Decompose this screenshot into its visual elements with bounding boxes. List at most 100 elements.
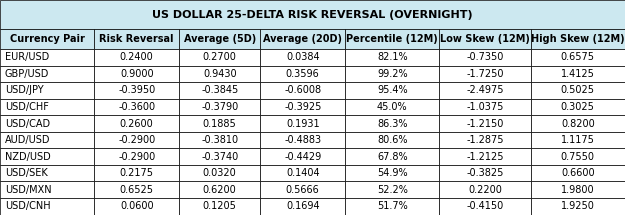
Text: 0.1404: 0.1404: [286, 168, 319, 178]
Bar: [0, 115, 94, 132]
Bar: [94, 165, 179, 181]
Bar: [261, 49, 345, 66]
Text: USD/MXN: USD/MXN: [5, 185, 51, 195]
Text: Low Skew (12M): Low Skew (12M): [440, 34, 530, 44]
Bar: [531, 115, 625, 132]
Bar: [531, 198, 625, 215]
Text: 1.1175: 1.1175: [561, 135, 595, 145]
Text: Average (20D): Average (20D): [263, 34, 343, 44]
Text: 0.2200: 0.2200: [468, 185, 502, 195]
Bar: [94, 99, 179, 115]
Bar: [439, 66, 531, 82]
Text: EUR/USD: EUR/USD: [5, 52, 49, 62]
Text: 0.6525: 0.6525: [120, 185, 154, 195]
Text: -0.3810: -0.3810: [201, 135, 238, 145]
Bar: [261, 165, 345, 181]
Bar: [531, 29, 625, 49]
Text: 0.6200: 0.6200: [203, 185, 237, 195]
Text: -1.2125: -1.2125: [466, 152, 504, 162]
Bar: [179, 181, 261, 198]
Bar: [179, 198, 261, 215]
Bar: [261, 115, 345, 132]
Text: -1.2150: -1.2150: [466, 118, 504, 129]
Text: 0.9000: 0.9000: [120, 69, 154, 79]
Bar: [94, 66, 179, 82]
Bar: [179, 29, 261, 49]
Text: -0.3790: -0.3790: [201, 102, 238, 112]
Text: 0.2175: 0.2175: [120, 168, 154, 178]
Text: Risk Reversal: Risk Reversal: [99, 34, 174, 44]
Text: 0.2600: 0.2600: [120, 118, 154, 129]
Text: 82.1%: 82.1%: [377, 52, 408, 62]
Text: 0.0384: 0.0384: [286, 52, 319, 62]
Text: -1.2875: -1.2875: [466, 135, 504, 145]
Bar: [345, 82, 439, 99]
Text: 0.8200: 0.8200: [561, 118, 594, 129]
Text: -0.3925: -0.3925: [284, 102, 321, 112]
Bar: [439, 181, 531, 198]
Text: 0.6575: 0.6575: [561, 52, 595, 62]
Bar: [179, 132, 261, 148]
Text: -0.3600: -0.3600: [118, 102, 155, 112]
Text: Currency Pair: Currency Pair: [10, 34, 84, 44]
Text: 0.0320: 0.0320: [203, 168, 237, 178]
Text: NZD/USD: NZD/USD: [5, 152, 51, 162]
Text: 1.9250: 1.9250: [561, 201, 595, 211]
Text: USD/SEK: USD/SEK: [5, 168, 48, 178]
Bar: [94, 198, 179, 215]
Bar: [0, 198, 94, 215]
Bar: [531, 132, 625, 148]
Text: 0.1885: 0.1885: [203, 118, 237, 129]
Bar: [439, 165, 531, 181]
Bar: [345, 115, 439, 132]
Text: 0.5025: 0.5025: [561, 85, 595, 95]
Text: -0.3740: -0.3740: [201, 152, 238, 162]
Bar: [0, 181, 94, 198]
Bar: [345, 29, 439, 49]
Bar: [261, 181, 345, 198]
Bar: [345, 165, 439, 181]
Text: -0.2900: -0.2900: [118, 152, 156, 162]
Bar: [179, 165, 261, 181]
Bar: [0, 29, 94, 49]
Bar: [179, 82, 261, 99]
Text: -1.7250: -1.7250: [466, 69, 504, 79]
Bar: [0, 66, 94, 82]
Text: 0.1931: 0.1931: [286, 118, 319, 129]
Bar: [179, 66, 261, 82]
Text: 80.6%: 80.6%: [377, 135, 408, 145]
Bar: [0, 0, 625, 29]
Text: AUD/USD: AUD/USD: [5, 135, 50, 145]
Bar: [0, 165, 94, 181]
Bar: [179, 115, 261, 132]
Bar: [261, 148, 345, 165]
Bar: [94, 115, 179, 132]
Text: 99.2%: 99.2%: [377, 69, 408, 79]
Text: USD/CAD: USD/CAD: [5, 118, 50, 129]
Text: 0.3025: 0.3025: [561, 102, 595, 112]
Bar: [0, 99, 94, 115]
Bar: [439, 49, 531, 66]
Text: 0.3596: 0.3596: [286, 69, 319, 79]
Bar: [0, 148, 94, 165]
Bar: [531, 49, 625, 66]
Text: -0.4883: -0.4883: [284, 135, 321, 145]
Text: 0.2700: 0.2700: [202, 52, 237, 62]
Bar: [94, 29, 179, 49]
Text: 0.1694: 0.1694: [286, 201, 319, 211]
Bar: [439, 148, 531, 165]
Text: 0.2400: 0.2400: [120, 52, 154, 62]
Bar: [0, 49, 94, 66]
Bar: [439, 115, 531, 132]
Text: 0.1205: 0.1205: [202, 201, 237, 211]
Bar: [261, 82, 345, 99]
Bar: [0, 82, 94, 99]
Bar: [531, 66, 625, 82]
Text: -0.2900: -0.2900: [118, 135, 156, 145]
Bar: [0, 132, 94, 148]
Bar: [439, 132, 531, 148]
Bar: [261, 99, 345, 115]
Bar: [439, 82, 531, 99]
Bar: [94, 49, 179, 66]
Bar: [261, 198, 345, 215]
